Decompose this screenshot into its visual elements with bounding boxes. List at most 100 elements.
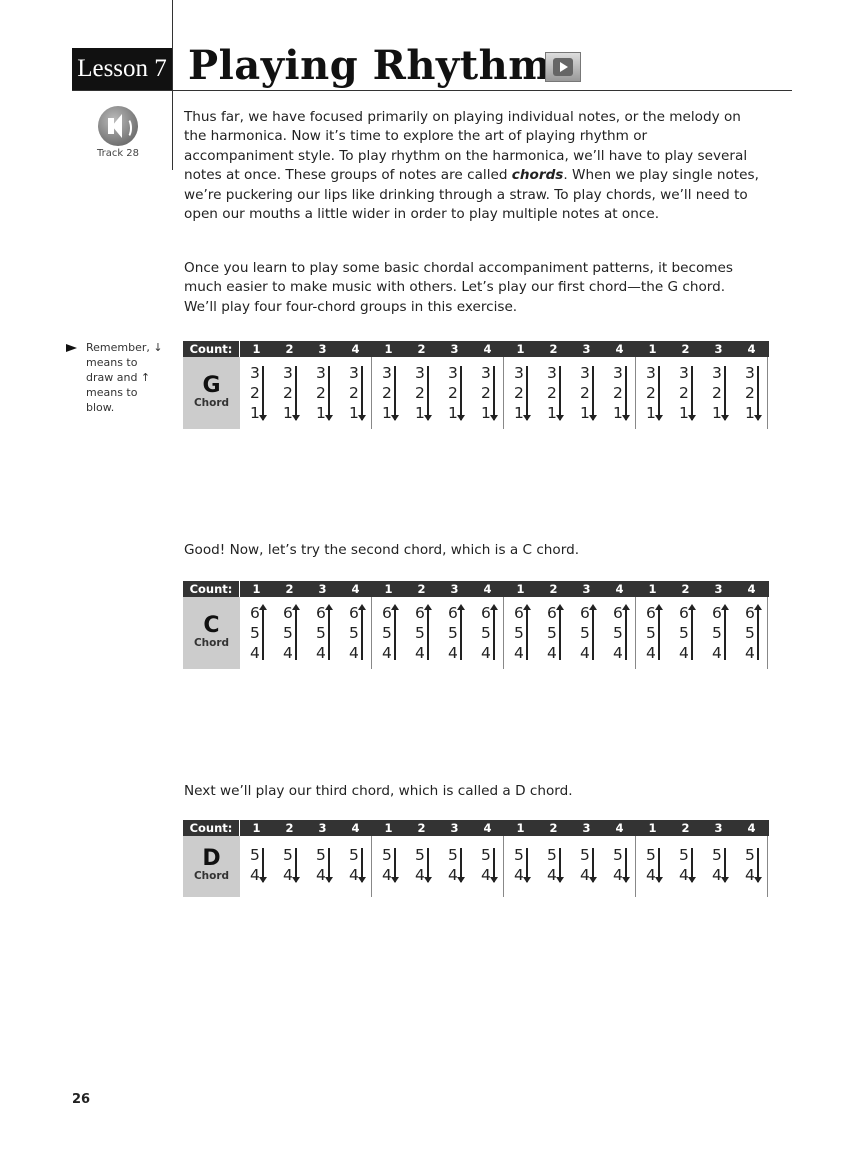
draw-arrow-icon: [526, 366, 528, 420]
chord-strum-blow: 6 5 4: [339, 597, 372, 669]
beat-number: 2: [285, 342, 294, 356]
title-rule: [72, 90, 792, 91]
arrowhead-down-icon: [325, 877, 333, 883]
hole-number: 1: [613, 404, 623, 422]
draw-arrow-icon: [658, 848, 660, 882]
hole-number: 5: [349, 846, 359, 864]
hole-number: 6: [415, 604, 425, 622]
blow-arrow-icon: [394, 606, 396, 660]
hole-number: 5: [514, 624, 524, 642]
chord-strum-blow: 6 5 4: [570, 597, 603, 669]
chord-strum-draw: 3 2 1: [537, 357, 570, 429]
beat-number: 1: [384, 342, 393, 356]
beat-number: 4: [483, 582, 492, 596]
chord-strum-blow: 6 5 4: [306, 597, 339, 669]
hole-number: 2: [613, 384, 623, 402]
hole-number: 5: [712, 846, 722, 864]
hole-number: 2: [646, 384, 656, 402]
beat-number: 1: [384, 582, 393, 596]
hole-number: 4: [316, 866, 326, 884]
chord-strum-blow: 6 5 4: [702, 597, 735, 669]
beat-number: 4: [483, 342, 492, 356]
beat-number: 3: [318, 821, 327, 835]
chord-strum-blow: 6 5 4: [636, 597, 669, 669]
draw-arrow-icon: [361, 366, 363, 420]
hole-number: 4: [646, 866, 656, 884]
draw-arrow-icon: [691, 366, 693, 420]
chord-body: G Chord 3 2 1 3 2 1 3 2 1 3 2 1 3 2 1 3 2 1 3 2 1 3 2 1 3 2 1 3 2 1 3 2 1 3…: [183, 357, 769, 429]
hole-number: 6: [679, 604, 689, 622]
draw-arrow-icon: [427, 848, 429, 882]
hole-number: 6: [646, 604, 656, 622]
arrowhead-up-icon: [721, 604, 729, 610]
beat-number: 1: [516, 821, 525, 835]
hole-number: 5: [283, 846, 293, 864]
hole-number: 3: [481, 364, 491, 382]
arrowhead-down-icon: [754, 415, 762, 421]
play-button-icon[interactable]: [545, 52, 581, 82]
hole-number: 4: [283, 644, 293, 662]
beat-number: 4: [483, 821, 492, 835]
hole-number: 5: [481, 846, 491, 864]
draw-arrow-icon: [559, 848, 561, 882]
intro-text: Thus far, we have focused primarily on p…: [184, 109, 748, 184]
hole-number: 3: [250, 364, 260, 382]
chord-letter: D: [202, 846, 221, 871]
arrowhead-down-icon: [325, 415, 333, 421]
draw-arrow-icon: [361, 848, 363, 882]
hole-number: 2: [547, 384, 557, 402]
beat-number: 3: [582, 342, 591, 356]
g-chord-table: Count: 1 2 3 4 1 2 3 4 1 2 3 4 1 2 3 4 G Chord 3 2 1 3 2 1 3 2 1 3 2 1…: [183, 341, 769, 429]
beat-number: 2: [417, 342, 426, 356]
arrowhead-down-icon: [688, 877, 696, 883]
arrowhead-up-icon: [325, 604, 333, 610]
beat-number: 1: [648, 342, 657, 356]
draw-arrow-icon: [625, 848, 627, 882]
c-chord-table: Count: 1 2 3 4 1 2 3 4 1 2 3 4 1 2 3 4 C Chord 6 5 4 6 5 4 6 5 4 6 5 4…: [183, 581, 769, 669]
chord-strum-blow: 6 5 4: [273, 597, 306, 669]
count-header: Count: 1 2 3 4 1 2 3 4 1 2 3 4 1 2 3 4: [183, 581, 769, 597]
hole-number: 3: [349, 364, 359, 382]
speaker-icon[interactable]: [98, 106, 138, 146]
chord-strum-draw: 3 2 1: [339, 357, 372, 429]
hole-number: 1: [646, 404, 656, 422]
chord-letter: G: [202, 373, 221, 398]
blow-arrow-icon: [460, 606, 462, 660]
intro-text-rest: . When we play single notes, we’re pucke…: [184, 167, 759, 223]
arrowhead-down-icon: [424, 877, 432, 883]
beat-number: 1: [648, 821, 657, 835]
hole-number: 4: [646, 644, 656, 662]
hole-number: 4: [580, 644, 590, 662]
arrowhead-down-icon: [523, 877, 531, 883]
hole-number: 5: [580, 846, 590, 864]
arrowhead-down-icon: [490, 415, 498, 421]
arrowhead-down-icon: [556, 877, 564, 883]
hole-number: 4: [349, 644, 359, 662]
hole-number: 5: [250, 846, 260, 864]
chord-label: G Chord: [183, 357, 240, 429]
hole-number: 4: [613, 866, 623, 884]
beat-number: 1: [252, 821, 261, 835]
hole-number: 5: [646, 846, 656, 864]
hole-number: 5: [547, 846, 557, 864]
hole-number: 3: [745, 364, 755, 382]
hole-number: 3: [283, 364, 293, 382]
chord-strum-draw: 3 2 1: [570, 357, 603, 429]
draw-arrow-icon: [493, 848, 495, 882]
hole-number: 3: [382, 364, 392, 382]
hole-number: 5: [712, 624, 722, 642]
arrowhead-down-icon: [292, 415, 300, 421]
draw-arrow-icon: [757, 366, 759, 420]
arrowhead-down-icon: [589, 877, 597, 883]
hole-number: 5: [613, 846, 623, 864]
chord-strum-draw: 3 2 1: [702, 357, 735, 429]
chord-strum-blow: 6 5 4: [372, 597, 405, 669]
